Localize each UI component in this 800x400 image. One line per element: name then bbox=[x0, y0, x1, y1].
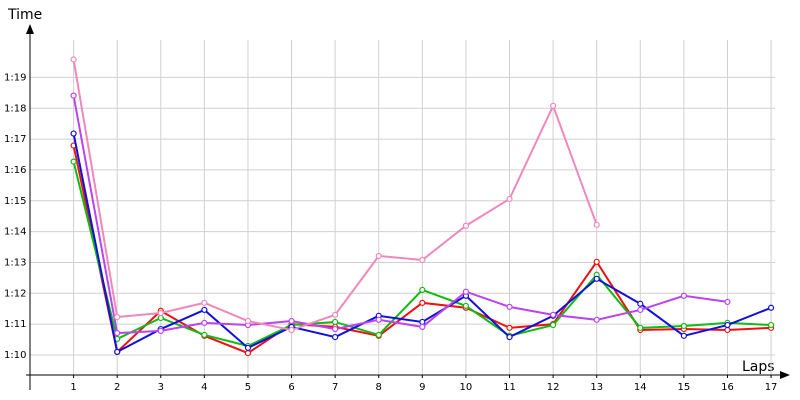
data-point bbox=[506, 324, 513, 331]
data-point bbox=[157, 309, 164, 317]
x-tick-label: 12 bbox=[547, 382, 560, 393]
data-point bbox=[550, 321, 557, 329]
data-point bbox=[114, 329, 121, 337]
y-axis-label: Time bbox=[7, 7, 42, 23]
data-point bbox=[201, 331, 208, 339]
x-tick-label: 14 bbox=[634, 382, 647, 393]
y-tick-label: 1:19 bbox=[4, 72, 26, 83]
data-point bbox=[680, 332, 687, 339]
data-point bbox=[593, 258, 600, 265]
y-tick-label: 1:13 bbox=[4, 257, 26, 268]
data-point bbox=[332, 318, 339, 326]
x-axis-label: Laps bbox=[742, 359, 775, 375]
data-point bbox=[70, 158, 77, 165]
x-tick-label: 4 bbox=[201, 382, 207, 393]
data-point bbox=[201, 299, 208, 306]
data-point bbox=[114, 348, 121, 355]
data-point bbox=[419, 323, 426, 330]
data-point bbox=[419, 286, 426, 293]
y-tick-label: 1:14 bbox=[4, 227, 26, 238]
data-point bbox=[593, 221, 600, 228]
y-tick-label: 1:15 bbox=[4, 196, 26, 207]
data-point bbox=[462, 222, 470, 229]
data-point bbox=[680, 322, 687, 330]
y-tick-label: 1:17 bbox=[4, 134, 26, 145]
data-point bbox=[419, 318, 426, 326]
y-axis-arrow bbox=[26, 24, 34, 34]
data-point bbox=[724, 298, 731, 306]
x-tick-label: 6 bbox=[288, 382, 294, 393]
data-point bbox=[70, 56, 77, 63]
data-point bbox=[506, 333, 513, 341]
y-tick-label: 1:16 bbox=[4, 165, 26, 176]
data-point bbox=[201, 319, 208, 326]
data-point bbox=[637, 300, 644, 307]
data-point bbox=[593, 275, 600, 282]
data-point bbox=[244, 317, 252, 325]
x-tick-label: 9 bbox=[419, 382, 425, 393]
data-point bbox=[244, 344, 252, 351]
data-point bbox=[462, 288, 470, 295]
data-point bbox=[375, 316, 382, 323]
data-point bbox=[288, 326, 295, 334]
data-point bbox=[70, 92, 77, 99]
data-point bbox=[201, 306, 208, 314]
data-point bbox=[114, 313, 121, 321]
data-point bbox=[375, 252, 382, 260]
data-point bbox=[375, 331, 382, 339]
data-point bbox=[332, 333, 339, 341]
data-point bbox=[724, 321, 731, 329]
data-point bbox=[462, 302, 470, 310]
series-line bbox=[72, 95, 728, 335]
data-point bbox=[550, 311, 557, 318]
x-tick-label: 5 bbox=[245, 382, 251, 393]
y-tick-label: 1:18 bbox=[4, 103, 26, 114]
data-point bbox=[332, 325, 339, 333]
x-tick-label: 15 bbox=[678, 382, 691, 393]
data-point bbox=[637, 306, 644, 314]
y-tick-label: 1:12 bbox=[4, 288, 26, 299]
data-point bbox=[157, 327, 164, 335]
y-tick-label: 1:11 bbox=[4, 319, 26, 330]
data-point bbox=[593, 316, 600, 323]
x-tick-label: 13 bbox=[590, 382, 603, 393]
data-point bbox=[550, 102, 557, 109]
data-point bbox=[157, 314, 164, 322]
data-point bbox=[288, 317, 295, 325]
x-tick-label: 2 bbox=[114, 382, 120, 393]
x-axis-arrow bbox=[780, 371, 790, 379]
data-point bbox=[680, 292, 687, 299]
x-tick-label: 17 bbox=[765, 382, 778, 393]
data-point bbox=[70, 130, 77, 137]
x-tick-label: 8 bbox=[376, 382, 382, 393]
data-point bbox=[506, 303, 513, 310]
data-point bbox=[419, 299, 426, 306]
x-tick-label: 11 bbox=[503, 382, 516, 393]
x-tick-label: 16 bbox=[721, 382, 734, 393]
x-tick-label: 7 bbox=[332, 382, 338, 393]
data-point bbox=[767, 321, 775, 329]
data-point bbox=[419, 256, 426, 264]
x-tick-label: 1 bbox=[70, 382, 76, 393]
data-point bbox=[332, 311, 339, 318]
x-tick-label: 10 bbox=[460, 382, 473, 393]
y-tick-label: 1:10 bbox=[4, 350, 26, 361]
data-point bbox=[506, 195, 513, 203]
data-point bbox=[637, 324, 644, 331]
data-point bbox=[767, 304, 775, 311]
data-point bbox=[244, 350, 252, 357]
x-tick-label: 3 bbox=[158, 382, 164, 393]
data-point bbox=[724, 326, 731, 334]
